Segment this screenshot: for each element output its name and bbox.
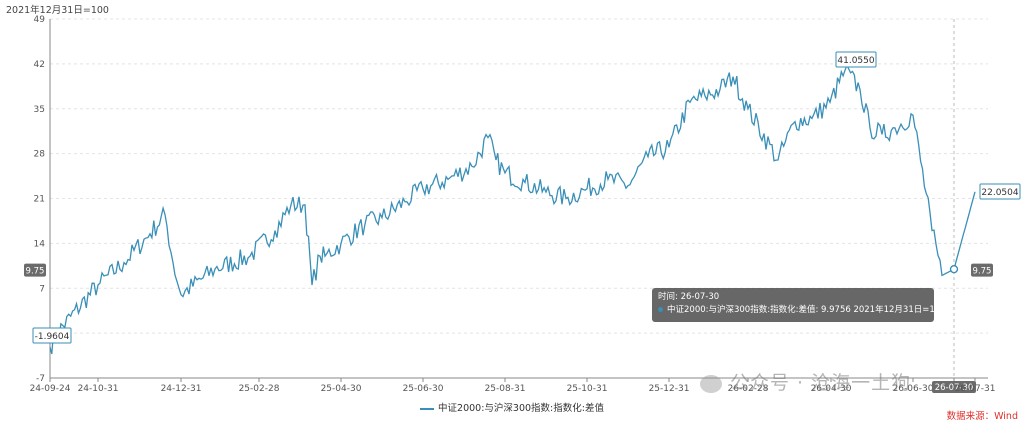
x-tick-label: 25-08-31 xyxy=(485,384,526,394)
x-tick-label: 24-10-31 xyxy=(78,384,119,394)
tooltip-value: 中证2000:与沪深300指数:指数化:差值: 9.9756 2021年12月3… xyxy=(667,305,946,315)
x-tick-label: 26-07-30 xyxy=(935,383,974,393)
tooltip-time: 时间: 26-07-30 xyxy=(658,292,720,302)
watermark-text: 公众号 · 沧海一土狗 xyxy=(730,372,912,394)
x-tick-label: 26-04-30 xyxy=(811,384,852,394)
x-tick-label: 26-06-30 xyxy=(893,384,934,394)
y-tick-label: 7 xyxy=(39,284,45,294)
watermark: 公众号 · 沧海一土狗 xyxy=(700,368,911,395)
y-tick-label: 49 xyxy=(34,15,46,25)
wechat-icon xyxy=(700,374,722,393)
last-label-box xyxy=(979,183,1021,200)
x-tick-label: 25-12-31 xyxy=(649,384,690,394)
x-tick-label: 24-12-31 xyxy=(161,384,202,394)
y-tick-label: 14 xyxy=(34,239,46,249)
chart-legend[interactable]: 中证2000:与沪深300指数:指数化:差值 xyxy=(0,400,1024,414)
hover-point xyxy=(949,264,959,274)
legend-label: 中证2000:与沪深300指数:指数化:差值 xyxy=(438,403,604,414)
x-tick-label: 25-02-28 xyxy=(239,384,280,394)
data-source: 数据来源：Wind xyxy=(946,411,1018,422)
max-label: 41.0550 xyxy=(837,56,874,66)
y-tick-label: 28 xyxy=(34,150,46,160)
x-tick-label: 24-09-24 xyxy=(30,384,71,394)
x-marker-box xyxy=(932,381,976,393)
y-tick-label: 42 xyxy=(34,60,45,70)
y-marker-right: 9.75 xyxy=(973,267,992,277)
y-tick-label: 21 xyxy=(34,195,45,205)
unit-label: 2021年12月31日=100 xyxy=(6,5,109,16)
y-tick-label: 35 xyxy=(34,105,45,115)
last-label: 22.0504 xyxy=(981,188,1018,198)
x-tick-label: 26-02-28 xyxy=(728,384,769,394)
max-label-box xyxy=(835,51,877,68)
series-line xyxy=(49,63,976,355)
y-marker-right-box xyxy=(971,263,993,277)
chart-tooltip: 时间: 26-07-30 中证2000:与沪深300指数:指数化:差值: 9.9… xyxy=(652,288,946,322)
x-tick-label: 25-04-30 xyxy=(321,384,362,394)
y-marker-left-box xyxy=(24,263,46,277)
y-marker-left: 9.75 xyxy=(26,267,45,277)
legend-swatch xyxy=(420,407,435,410)
tooltip-series-dot xyxy=(658,307,663,312)
min-label-box xyxy=(32,327,72,344)
x-tick-label: 25-10-31 xyxy=(567,384,608,394)
x-tick-label: 25-06-30 xyxy=(403,384,444,394)
min-label: -1.9604 xyxy=(35,332,70,342)
x-tick-label: 26-07-31 xyxy=(955,384,996,394)
y-tick-label: -7 xyxy=(36,374,45,384)
